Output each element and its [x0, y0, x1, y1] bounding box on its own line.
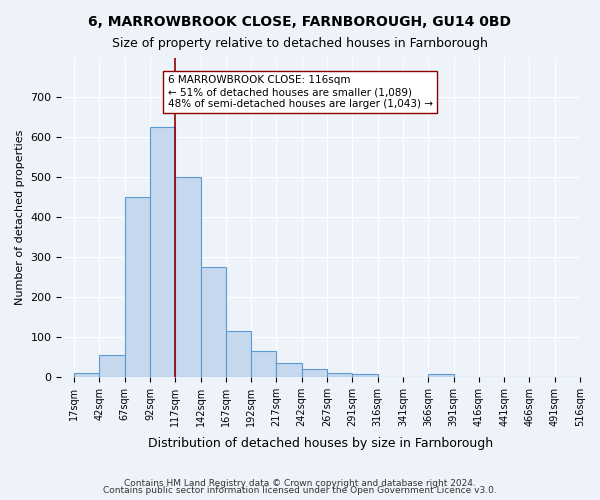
- Text: Contains public sector information licensed under the Open Government Licence v3: Contains public sector information licen…: [103, 486, 497, 495]
- Y-axis label: Number of detached properties: Number of detached properties: [15, 130, 25, 305]
- X-axis label: Distribution of detached houses by size in Farnborough: Distribution of detached houses by size …: [148, 437, 493, 450]
- Text: 6 MARROWBROOK CLOSE: 116sqm
← 51% of detached houses are smaller (1,089)
48% of : 6 MARROWBROOK CLOSE: 116sqm ← 51% of det…: [167, 76, 433, 108]
- Bar: [327, 373, 352, 377]
- Bar: [302, 369, 327, 377]
- Bar: [277, 363, 302, 377]
- Bar: [251, 351, 277, 377]
- Bar: [175, 177, 200, 377]
- Bar: [352, 374, 377, 377]
- Bar: [428, 374, 454, 377]
- Bar: [125, 197, 150, 377]
- Bar: [100, 355, 125, 377]
- Text: Size of property relative to detached houses in Farnborough: Size of property relative to detached ho…: [112, 38, 488, 51]
- Text: 6, MARROWBROOK CLOSE, FARNBOROUGH, GU14 0BD: 6, MARROWBROOK CLOSE, FARNBOROUGH, GU14 …: [89, 15, 511, 29]
- Text: Contains HM Land Registry data © Crown copyright and database right 2024.: Contains HM Land Registry data © Crown c…: [124, 478, 476, 488]
- Bar: [74, 373, 100, 377]
- Bar: [200, 267, 226, 377]
- Bar: [150, 128, 175, 377]
- Bar: [226, 331, 251, 377]
